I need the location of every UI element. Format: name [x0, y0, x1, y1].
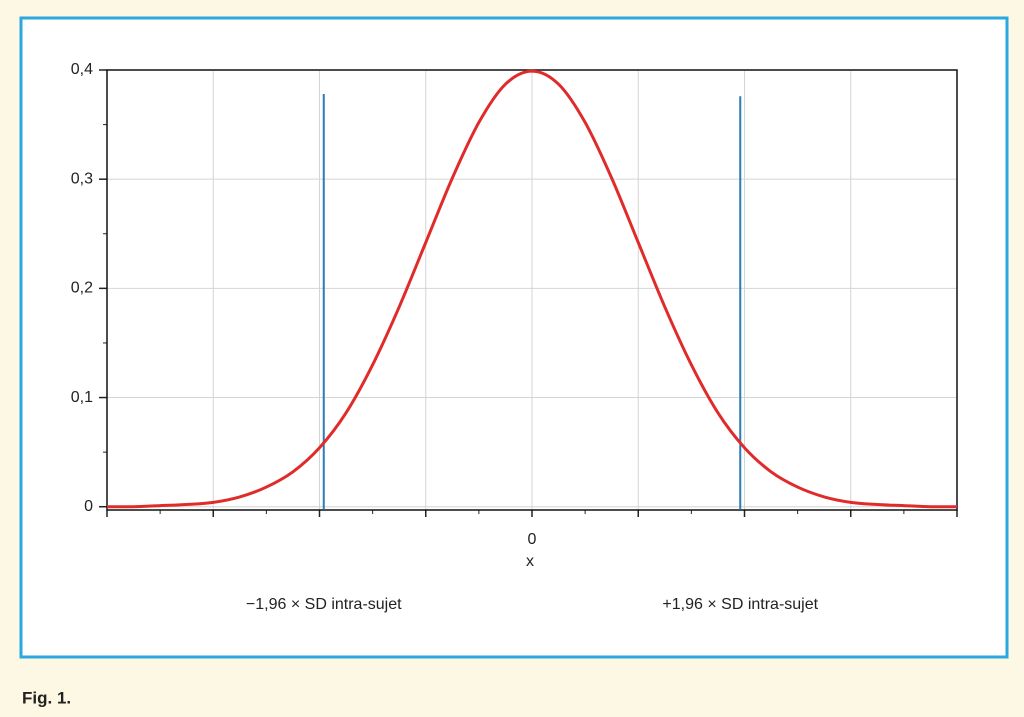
sd-annotation: +1,96 × SD intra-sujet [662, 596, 818, 613]
y-tick-label: 0,1 [71, 389, 93, 406]
x-axis-label: x [526, 553, 534, 570]
y-tick-label: 0,3 [71, 170, 93, 187]
y-tick-label: 0,4 [71, 61, 93, 78]
x-tick-label: 0 [528, 531, 537, 548]
y-tick-label: 0 [84, 498, 93, 515]
density-curve [106, 69, 958, 509]
sd-annotation: −1,96 × SD intra-sujet [246, 596, 402, 613]
figure-frame [19, 16, 1009, 659]
y-tick-label: 0,2 [71, 280, 93, 297]
caption: Fig. 1. [22, 688, 71, 707]
